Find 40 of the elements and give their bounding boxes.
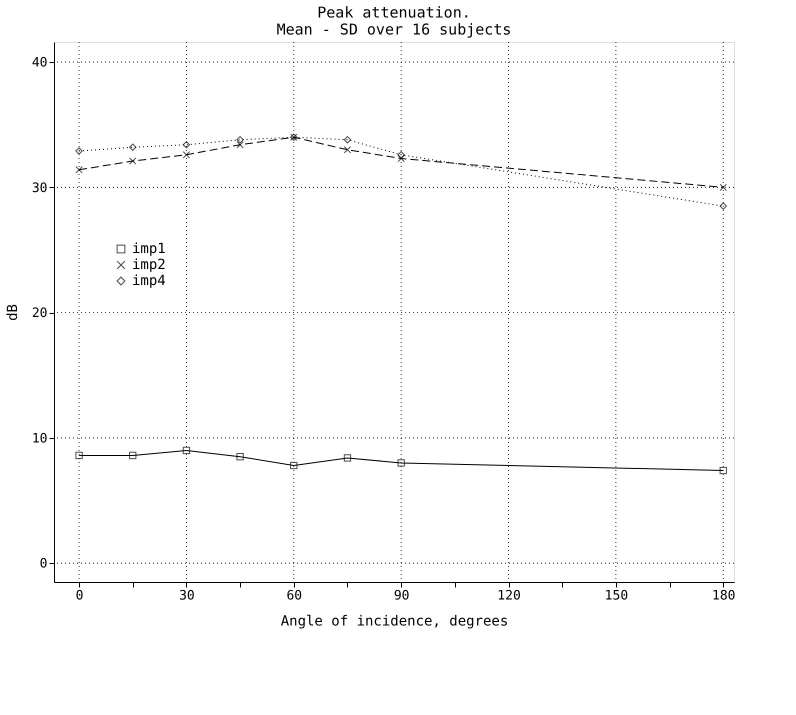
point xyxy=(182,141,190,148)
point xyxy=(75,452,83,460)
x-tick-label: 90 xyxy=(394,588,410,604)
x-tick-label: 60 xyxy=(286,588,302,604)
chart-title: Peak attenuation. Mean - SD over 16 subjects xyxy=(276,4,512,39)
point xyxy=(397,154,405,162)
point xyxy=(182,446,190,454)
point xyxy=(129,157,136,165)
point xyxy=(344,146,352,154)
x-axis-title: Angle of incidence, degrees xyxy=(280,614,508,630)
x-tick-label: 0 xyxy=(76,588,84,604)
point xyxy=(236,136,244,144)
y-tick-label: 30 xyxy=(32,180,48,196)
legend-label: imp4 xyxy=(132,273,166,289)
point xyxy=(344,454,352,462)
y-tick-label: 40 xyxy=(32,56,48,71)
point xyxy=(236,141,244,148)
y-tick-label: 20 xyxy=(32,306,48,322)
point xyxy=(720,202,727,210)
x-tick-label: 180 xyxy=(712,588,736,604)
point xyxy=(397,151,405,158)
y-axis-title: dB xyxy=(4,304,21,321)
point xyxy=(290,462,298,470)
point xyxy=(397,459,405,467)
legend-label: imp2 xyxy=(132,257,166,273)
x-tick-label: 150 xyxy=(604,588,628,604)
y-tick-label: 0 xyxy=(40,556,48,572)
point xyxy=(720,466,727,474)
point xyxy=(182,151,190,158)
point xyxy=(129,452,136,460)
x-tick-label: 120 xyxy=(497,588,521,604)
y-tick-label: 10 xyxy=(32,431,48,446)
point xyxy=(720,184,727,191)
point xyxy=(75,147,83,155)
point xyxy=(236,453,244,460)
point xyxy=(129,144,136,151)
point xyxy=(75,166,83,174)
x-tick-label: 30 xyxy=(179,588,195,604)
point xyxy=(344,136,352,144)
legend-label: imp1 xyxy=(132,241,166,257)
